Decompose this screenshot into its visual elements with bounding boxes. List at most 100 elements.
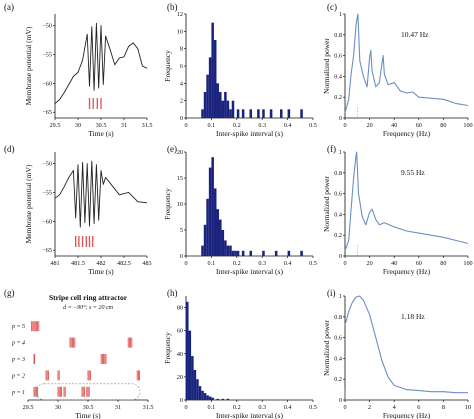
x-axis-label: Inter-spike interval (s)	[216, 129, 283, 138]
x-tick-label: 29.5	[23, 404, 34, 411]
raster-subtitle: d = −90°; s = 20 cm	[63, 304, 114, 311]
series-line	[54, 160, 148, 228]
histogram-bar	[186, 301, 189, 400]
x-tick-label: 100	[463, 122, 472, 129]
row-label: p = 4	[11, 340, 25, 347]
x-tick-label: 0.5	[309, 122, 317, 129]
y-tick-label: 1	[339, 149, 342, 156]
x-tick-label: 0	[343, 122, 346, 129]
histogram-bar	[287, 250, 291, 256]
y-tick-label: 0.2	[334, 376, 342, 383]
y-tick-label: 0.8	[334, 32, 342, 39]
x-tick-label: 31.5	[143, 404, 154, 411]
histogram-bar	[203, 224, 207, 256]
histogram-bar	[196, 379, 199, 400]
x-tick-label: 0	[343, 404, 346, 411]
x-tick-label: 30	[75, 122, 81, 129]
histogram-bar	[188, 330, 192, 400]
y-tick-label: 0.2	[334, 94, 342, 101]
x-tick-label: 20	[367, 122, 373, 129]
panel-label: (i)	[327, 288, 336, 298]
x-tick-label: 482	[96, 260, 105, 267]
panel-f: (f) 0 20 40 60 80 100 Frequency (Hz) 0 0.2 0.4 0.6 0…	[322, 144, 473, 276]
x-tick-label: 0.3	[258, 122, 266, 129]
y-tick-label: 6	[180, 63, 183, 70]
y-tick-label: −60	[42, 80, 52, 87]
histogram-bar	[249, 109, 253, 118]
x-tick-label: 40	[391, 260, 397, 267]
histogram-bar	[198, 386, 202, 400]
y-tick-label: −65	[42, 109, 52, 116]
y-axis-label: Membrane potential (mV)	[24, 164, 33, 243]
y-tick-label: −60	[42, 218, 52, 225]
panel-label: (h)	[167, 288, 178, 298]
y-tick-label: 60	[177, 328, 183, 335]
y-axis-label: Normalized power	[322, 175, 331, 232]
x-tick-label: 0	[184, 404, 187, 411]
x-axis-label: Time (s)	[75, 411, 101, 419]
panel-g: (g) 29.5 30 30.5 31 31.5 Time (s) Stripe cell r…	[4, 288, 153, 419]
x-tick-label: 0	[184, 122, 187, 129]
x-tick-label: 481	[50, 260, 59, 267]
x-tick-label: 29.5	[50, 122, 61, 129]
panel-label: (c)	[327, 2, 337, 12]
x-tick-label: 40	[391, 122, 397, 129]
panel-d: (d) 481 481.5 482 482.5 483 Time (s) −50 −55 −60 −…	[4, 144, 152, 276]
x-axis-label: Time (s)	[88, 267, 114, 276]
y-tick-label: 0.6	[334, 335, 342, 342]
histogram-bar	[236, 109, 240, 118]
y-tick-label: 10	[177, 28, 183, 35]
histogram-bar	[213, 188, 217, 256]
x-tick-label: 0.4	[284, 404, 292, 411]
y-axis-label: Normalized power	[322, 37, 331, 94]
x-tick-label: 8	[442, 404, 445, 411]
series-line	[344, 151, 469, 251]
panel-c: (c) 0 20 40 60 80 100 Frequency (Hz) 0 0.2 0.4 0.6 0…	[322, 2, 473, 138]
histogram-bar	[249, 250, 253, 256]
y-tick-label: 1	[339, 11, 342, 18]
x-tick-label: 0.1	[208, 260, 216, 267]
x-tick-label: 0.2	[233, 404, 241, 411]
histogram-bar	[208, 396, 212, 400]
x-axis-label: Time (s)	[88, 129, 114, 138]
histogram-bar	[193, 369, 197, 400]
histogram-bar	[216, 398, 220, 400]
histogram-bar	[203, 393, 207, 400]
y-tick-label: 0	[180, 253, 183, 260]
y-tick-label: 0.6	[334, 53, 342, 60]
y-tick-label: 0.4	[334, 355, 342, 362]
histogram-bar	[226, 245, 230, 256]
histogram-bar	[300, 109, 303, 118]
y-axis-label: Frequency	[163, 188, 172, 220]
row-label: p = 5	[11, 324, 25, 330]
y-tick-label: −65	[42, 247, 52, 254]
highlight-box	[35, 383, 141, 401]
histogram-bar	[229, 109, 232, 118]
row-label: p = 1	[11, 390, 25, 396]
x-tick-label: 60	[416, 122, 422, 129]
y-axis-label: Normalized power	[322, 319, 331, 376]
y-tick-label: 1	[339, 293, 342, 300]
histogram-bar	[219, 219, 222, 256]
histogram-bar	[274, 250, 278, 256]
y-tick-label: −50	[42, 161, 52, 168]
y-tick-label: 0	[180, 397, 183, 404]
histogram-bar	[201, 390, 204, 400]
peak-annotation: 10.47 Hz	[401, 30, 429, 39]
x-tick-label: 80	[440, 122, 446, 129]
x-tick-label: 0	[184, 260, 187, 267]
panel-label: (d)	[4, 144, 15, 154]
y-tick-label: 4	[180, 80, 183, 87]
x-tick-label: 30	[55, 404, 61, 411]
y-tick-label: 20	[177, 374, 183, 381]
y-tick-label: 0	[339, 397, 342, 404]
histogram-bar	[201, 245, 204, 256]
y-tick-label: −50	[42, 23, 52, 30]
y-tick-label: −55	[42, 189, 52, 196]
x-tick-label: 0.5	[309, 404, 317, 411]
histogram-bar	[279, 109, 283, 118]
histogram-bar	[201, 109, 204, 118]
histogram-bar	[219, 92, 222, 118]
y-tick-label: 0	[339, 115, 342, 122]
